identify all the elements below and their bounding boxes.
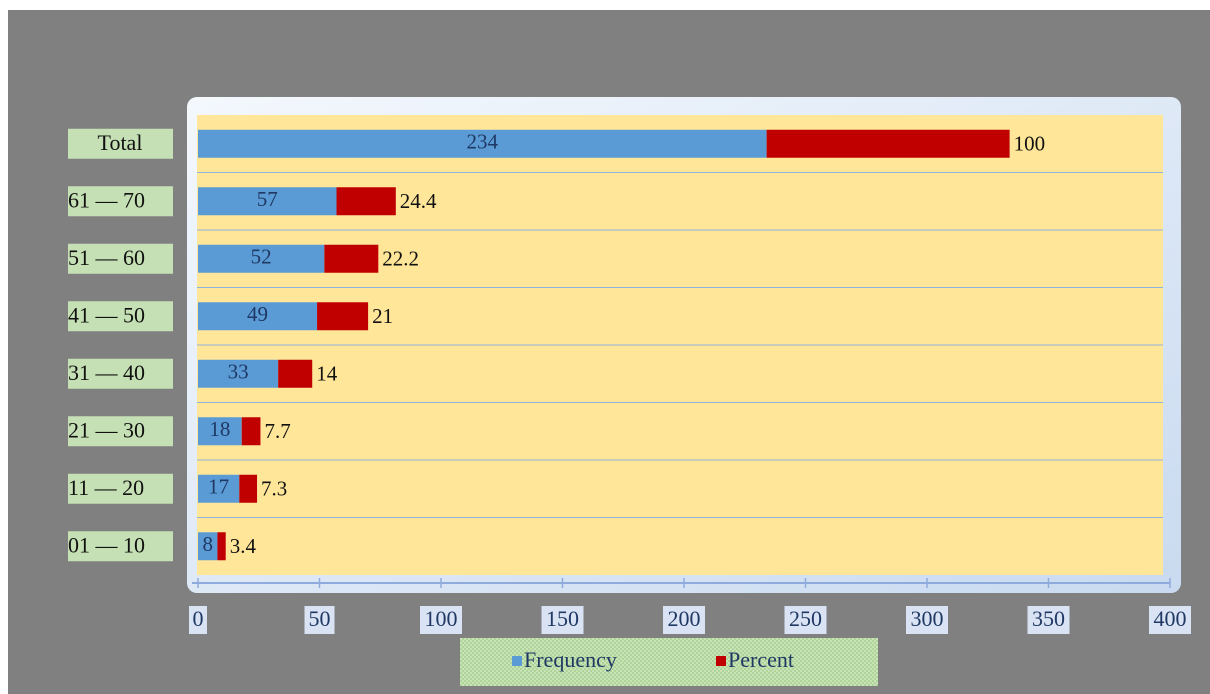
data-label: 17	[208, 475, 229, 499]
x-tick-label: 0	[193, 606, 204, 631]
bar-segment	[324, 244, 379, 273]
data-label: 7.3	[261, 477, 287, 501]
y-tick-label: 21 — 30	[68, 417, 145, 442]
bar-segment	[317, 302, 369, 331]
y-tick-label: 51 — 60	[68, 245, 145, 270]
bar-segment	[198, 474, 240, 503]
y-tick-label: 41 — 50	[68, 302, 145, 327]
bar-segment	[198, 417, 242, 446]
category-label-box	[68, 186, 173, 217]
legend-swatch	[512, 656, 522, 666]
data-label: 3.4	[230, 534, 257, 558]
bar-segment	[278, 359, 313, 388]
data-label: 57	[257, 187, 278, 211]
legend-label: Percent	[728, 647, 794, 672]
x-tick-label-box	[1027, 606, 1070, 634]
x-tick-label: 50	[309, 606, 331, 631]
bar-segment	[198, 187, 337, 216]
data-label: 234	[467, 130, 499, 154]
x-tick-label: 100	[425, 606, 458, 631]
bar-segment	[198, 129, 767, 158]
legend-swatch	[716, 656, 726, 666]
x-tick-label: 350	[1032, 606, 1065, 631]
y-tick-label: 01 — 10	[68, 532, 145, 557]
y-tick-label: Total	[98, 130, 143, 155]
y-tick-label: 61 — 70	[68, 187, 145, 212]
y-tick-label: 11 — 20	[68, 475, 144, 500]
x-tick-label: 300	[911, 606, 944, 631]
data-label: 7.7	[264, 419, 290, 443]
data-label: 21	[372, 304, 393, 328]
x-tick-label-box	[189, 606, 207, 634]
data-label: 14	[316, 362, 338, 386]
category-label-box	[68, 128, 173, 159]
x-tick-label-box	[304, 606, 335, 634]
bar-segment	[198, 244, 325, 273]
bar-segment	[198, 532, 218, 561]
category-label-box	[68, 416, 173, 447]
data-label: 8	[202, 532, 213, 556]
legend-label: Frequency	[524, 647, 617, 672]
category-label-box	[68, 243, 173, 274]
category-label-box	[68, 473, 173, 504]
data-label: 33	[228, 360, 249, 384]
x-tick-label-box	[906, 606, 948, 634]
x-tick-label-box	[663, 606, 705, 634]
x-tick-label: 250	[789, 606, 822, 631]
legend-box	[460, 638, 878, 686]
data-label: 100	[1014, 132, 1046, 156]
category-label-box	[68, 358, 173, 389]
data-label: 22.2	[382, 247, 419, 271]
x-tick-label-box	[784, 606, 827, 634]
data-label: 18	[209, 417, 230, 441]
bar-segment	[239, 474, 258, 503]
data-label: 52	[251, 245, 272, 269]
x-tick-label: 400	[1154, 606, 1187, 631]
category-label-box	[68, 531, 173, 562]
bar-segment	[336, 187, 396, 216]
x-tick-label: 150	[546, 606, 579, 631]
x-tick-label: 200	[668, 606, 701, 631]
bar-segment	[217, 532, 226, 561]
x-tick-label-box	[541, 606, 584, 634]
data-label: 49	[247, 302, 268, 326]
y-tick-label: 31 — 40	[68, 360, 145, 385]
x-tick-label-box	[1149, 606, 1191, 634]
bar-segment	[198, 359, 279, 388]
data-label: 24.4	[400, 189, 437, 213]
bar-segment	[241, 417, 261, 446]
x-tick-label-box	[420, 606, 462, 634]
bar-segment	[198, 302, 318, 331]
bar-segment	[766, 129, 1010, 158]
category-label-box	[68, 301, 173, 332]
